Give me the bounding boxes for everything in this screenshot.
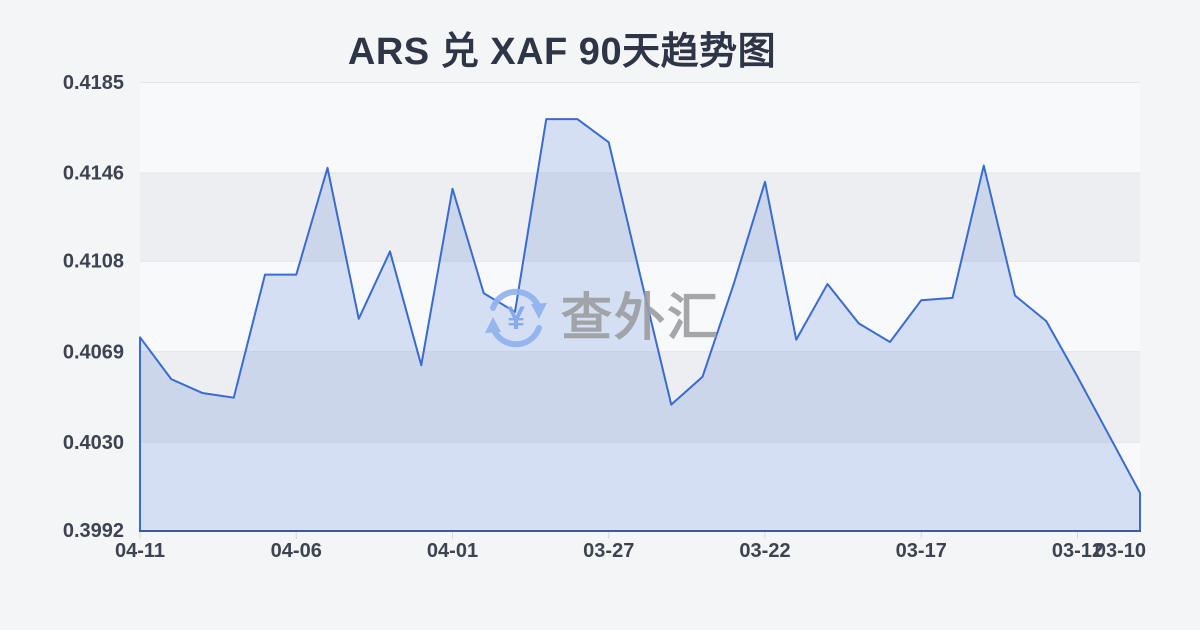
y-axis-label: 0.4146 (63, 163, 124, 185)
plot-band (140, 441, 1140, 530)
x-axis-label: 03-10 (1095, 540, 1146, 562)
y-axis-label: 0.4185 (63, 72, 124, 94)
y-axis-label: 0.4108 (63, 251, 124, 273)
y-axis-label: 0.3992 (63, 520, 124, 542)
chart-title: ARS 兑 XAF 90天趋势图 (347, 31, 777, 73)
x-axis-label: 04-11 (115, 540, 165, 562)
x-axis-label: 03-27 (583, 540, 634, 562)
series-area (140, 119, 1140, 530)
y-axis-label: 0.4069 (63, 341, 124, 363)
plot-band (140, 172, 1140, 261)
x-axis-label: 03-12 (1052, 540, 1103, 562)
y-axis-label: 0.4030 (63, 432, 124, 454)
x-axis-label: 04-01 (427, 540, 478, 562)
x-axis-label: 03-22 (739, 540, 790, 562)
x-axis-label: 03-17 (896, 540, 947, 562)
plot-band (140, 351, 1140, 442)
series-line (139, 118, 1141, 530)
x-axis-label: 04-06 (271, 540, 322, 562)
plot-band (140, 82, 1140, 173)
